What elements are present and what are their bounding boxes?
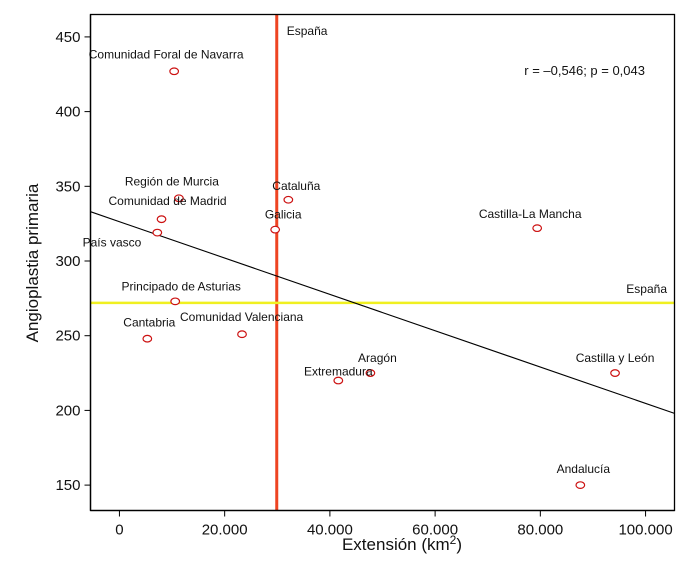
annotation-text: r = –0,546; p = 0,043 [524,63,645,78]
y-axis: 150 200 250 300 350 400 450 [55,14,92,511]
reference-label-vertical: España [287,24,328,38]
data-point-label: Cantabria [123,316,175,330]
x-axis: 0 20.000 40.000 60.000 80.000 100.000 [90,509,675,539]
data-point [173,194,184,203]
y-axis-title: Angioplastia primaria [23,183,42,342]
data-point-label: Castilla-La Mancha [479,207,582,221]
x-axis-title-main: Extensión (km [342,535,450,554]
data-point [169,67,180,76]
data-point-label: Galicia [265,208,302,222]
reference-labels: España España [287,24,668,296]
data-point [610,369,620,377]
x-axis-title-superscript: 2 [450,533,457,547]
data-point-label: Aragón [358,351,397,365]
data-point [270,225,281,234]
data-point-label: Extremadura [304,365,373,379]
data-point [333,376,344,385]
data-point-label: Principado de Asturias [122,279,241,293]
data-point-labels: Comunidad Foral de Navarra Región de Murc… [83,47,655,476]
data-point [365,369,376,377]
x-tick-label: 40.000 [307,522,353,539]
y-tick-label: 400 [55,104,80,121]
y-tick-label: 200 [55,402,80,419]
reference-label-horizontal: España [626,282,667,296]
data-point [156,215,167,224]
x-tick-label: 100.000 [618,522,672,539]
data-points [142,67,620,490]
x-tick-label: 0 [115,522,123,539]
reference-lines [90,14,675,511]
data-point-label: Comunidad de Madrid [108,194,226,208]
data-point-label: Castilla y León [576,351,655,365]
y-tick-label: 250 [55,328,80,345]
data-point-label: Comunidad Valenciana [180,310,304,324]
plot-frame [89,13,676,512]
y-tick-label: 150 [55,477,80,494]
data-point [237,330,247,339]
data-point-label: Comunidad Foral de Navarra [89,47,244,61]
data-point [575,481,586,490]
data-point [283,195,294,204]
data-point [170,297,181,306]
y-tick-label: 350 [55,178,80,195]
x-axis-title: Extensión (km2) [342,533,462,554]
x-tick-label: 80.000 [517,522,563,539]
data-point [142,334,153,343]
regression-line-group [90,211,675,414]
data-point-label: Cataluña [272,179,320,193]
x-tick-label: 20.000 [202,522,248,539]
data-point-label: País vasco [83,236,142,250]
regression-line [90,211,675,414]
data-point [532,224,543,233]
data-point-label: Andalucía [557,462,611,476]
y-tick-label: 450 [55,29,80,46]
data-point [152,228,163,237]
x-axis-title-suffix: ) [456,535,462,554]
x-tick-label: 60.000 [412,522,458,539]
y-tick-label: 300 [55,253,80,270]
data-point-label: Región de Murcia [125,174,219,188]
